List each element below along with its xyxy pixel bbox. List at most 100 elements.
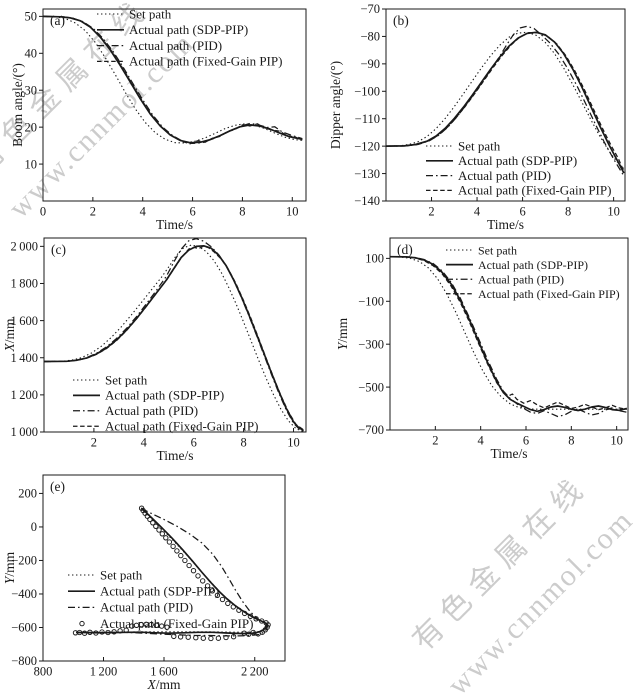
series-actual-path-fixed-gain-pip [42, 15, 303, 145]
data-point-marker [156, 527, 162, 533]
data-point-marker [182, 557, 188, 564]
x-tick-label: 2 [432, 434, 438, 448]
series-actual-path-sdp-pip [385, 31, 625, 174]
legend-entry-label: Actual path (SDP-PIP) [100, 584, 219, 599]
data-point-marker [153, 622, 160, 628]
x-axis-label: Time/s [490, 446, 527, 461]
subplot-d-y-position: 2 4 6 8 10 −700 −500 −300 −100 100 (d) Time/s Y/mm Se… [316, 230, 633, 465]
y-tick-label: 30 [25, 83, 38, 97]
y-tick-label: 1 000 [10, 425, 38, 439]
legend-entry-label: Actual path (Fixed-Gain PIP) [129, 54, 282, 69]
series-set-path [385, 31, 625, 170]
watermark-chinese-text: 有色金属在线 [406, 468, 596, 658]
x-tick-label: 6 [189, 205, 195, 219]
y-tick-label: 20 [25, 120, 38, 134]
x-tick-label: 2 [91, 436, 97, 450]
legend-entry-label: Actual path (SDP-PIP) [458, 153, 577, 168]
x-tick-label: 4 [478, 434, 485, 448]
data-point-marker [223, 634, 229, 641]
subplot-e-xy-path: 800 1 200 1 600 2 200 −800 −600 −400 −200 0 200 (e… [0, 465, 316, 698]
subplot-a-boom-angle: 0 2 4 6 8 10 10 20 30 40 50 (a) Time/s Boom angle/(°)… [0, 0, 316, 232]
y-tick-label: −100 [358, 294, 384, 308]
series-actual-path-pid [43, 237, 304, 432]
data-point-marker [250, 629, 256, 636]
chart-d-canvas: 2 4 6 8 10 −700 −500 −300 −100 100 (d) Time/s Y/mm Se… [335, 237, 629, 461]
data-point-marker [259, 618, 265, 624]
data-point-marker [153, 523, 159, 529]
data-point-marker [185, 634, 191, 640]
y-axis-label: Y/mm [2, 551, 17, 584]
series-actual-path-fixed-gain-pip [385, 31, 625, 172]
data-point-marker [200, 635, 206, 641]
data-point-marker [265, 622, 271, 628]
x-tick-label: 10 [286, 205, 299, 219]
y-tick-label: −120 [354, 139, 380, 153]
panel-label: (b) [393, 13, 409, 28]
x-tick-label: 8 [239, 205, 245, 219]
subplot-b-dipper-angle: 2 4 6 8 10 −140 −130 −120 −110 −100 −90 −80 −70 (b) Ti… [316, 0, 633, 232]
subplot-c-x-position: 2 4 6 8 10 1 000 1 200 1 400 1 600 1 800 2 000 (c) T… [0, 230, 316, 465]
data-point-marker [241, 610, 248, 617]
data-point-marker [105, 629, 111, 636]
x-axis-label: Time/s [487, 217, 524, 232]
y-tick-label: −500 [358, 380, 384, 394]
legend-entry-label: Actual path (Fixed-Gain PIP) [458, 183, 611, 198]
data-point-marker [143, 621, 149, 627]
x-axis-label: X/mm [146, 677, 181, 692]
x-tick-label: 0 [40, 205, 46, 219]
data-point-marker [117, 628, 123, 634]
y-tick-label: 40 [25, 47, 38, 61]
data-point-marker [72, 630, 79, 636]
y-tick-label: 2 000 [10, 240, 38, 254]
legend-entry-label: Actual path (PID) [105, 403, 198, 418]
watermark-bottom-right: 有色金属在线 www.cnnmol.com [394, 456, 633, 698]
y-tick-label: −600 [11, 621, 37, 635]
data-point-marker [99, 629, 105, 635]
legend-entry-label: Set path [129, 6, 172, 21]
x-tick-label: 2 [428, 205, 434, 219]
legend-entry-label: Set path [458, 138, 501, 153]
legend-circle-marker [79, 620, 85, 627]
y-tick-label: 1 600 [10, 314, 38, 328]
x-tick-label: 4 [141, 436, 148, 450]
y-axis-label: X/mm [2, 318, 17, 353]
x-axis-label: Time/s [156, 217, 193, 232]
x-tick-label: 2 200 [241, 665, 269, 679]
y-tick-label: 1 400 [10, 351, 38, 365]
y-tick-label: −800 [11, 654, 37, 668]
series-actual-path-fixed-gain-pip [72, 505, 271, 642]
series-actual-path-fixed-gain-pip [389, 256, 628, 411]
data-point-marker [200, 578, 206, 584]
x-tick-label: 10 [607, 205, 620, 219]
legend-entry-label: Actual path (SDP-PIP) [129, 22, 248, 37]
legend-entry-label: Actual path (SDP-PIP) [105, 388, 224, 403]
data-point-marker [129, 623, 135, 629]
data-point-marker [230, 634, 237, 640]
y-tick-label: 10 [25, 157, 38, 171]
y-tick-label: 200 [18, 487, 37, 501]
watermark-url-text: www.cnnmol.com [441, 503, 633, 698]
chart-b-canvas: 2 4 6 8 10 −140 −130 −120 −110 −100 −90 −80 −70 (b) Ti… [328, 2, 626, 232]
data-point-marker [253, 616, 259, 622]
y-tick-label: 100 [365, 252, 384, 266]
data-point-marker [148, 621, 154, 628]
x-tick-label: 6 [523, 434, 529, 448]
legend-entry-label: Actual path (PID) [129, 38, 222, 53]
x-tick-label: 4 [474, 205, 481, 219]
data-point-marker [209, 588, 216, 594]
data-point-marker [219, 596, 226, 603]
y-tick-label: −110 [355, 112, 380, 126]
data-point-marker [178, 552, 184, 559]
data-point-marker [166, 539, 173, 545]
data-point-marker [159, 623, 165, 629]
y-tick-label: 1 200 [10, 388, 38, 402]
legend-entry-label: Actual path (PID) [458, 168, 551, 183]
y-tick-label: −80 [360, 30, 380, 44]
panel-label: (c) [51, 242, 66, 257]
chart-a-canvas: 0 2 4 6 8 10 10 20 30 40 50 (a) Time/s Boom angle/(°)… [10, 6, 307, 232]
legend-entry-label: Actual path (SDP-PIP) [478, 258, 588, 272]
data-point-marker [225, 600, 231, 607]
